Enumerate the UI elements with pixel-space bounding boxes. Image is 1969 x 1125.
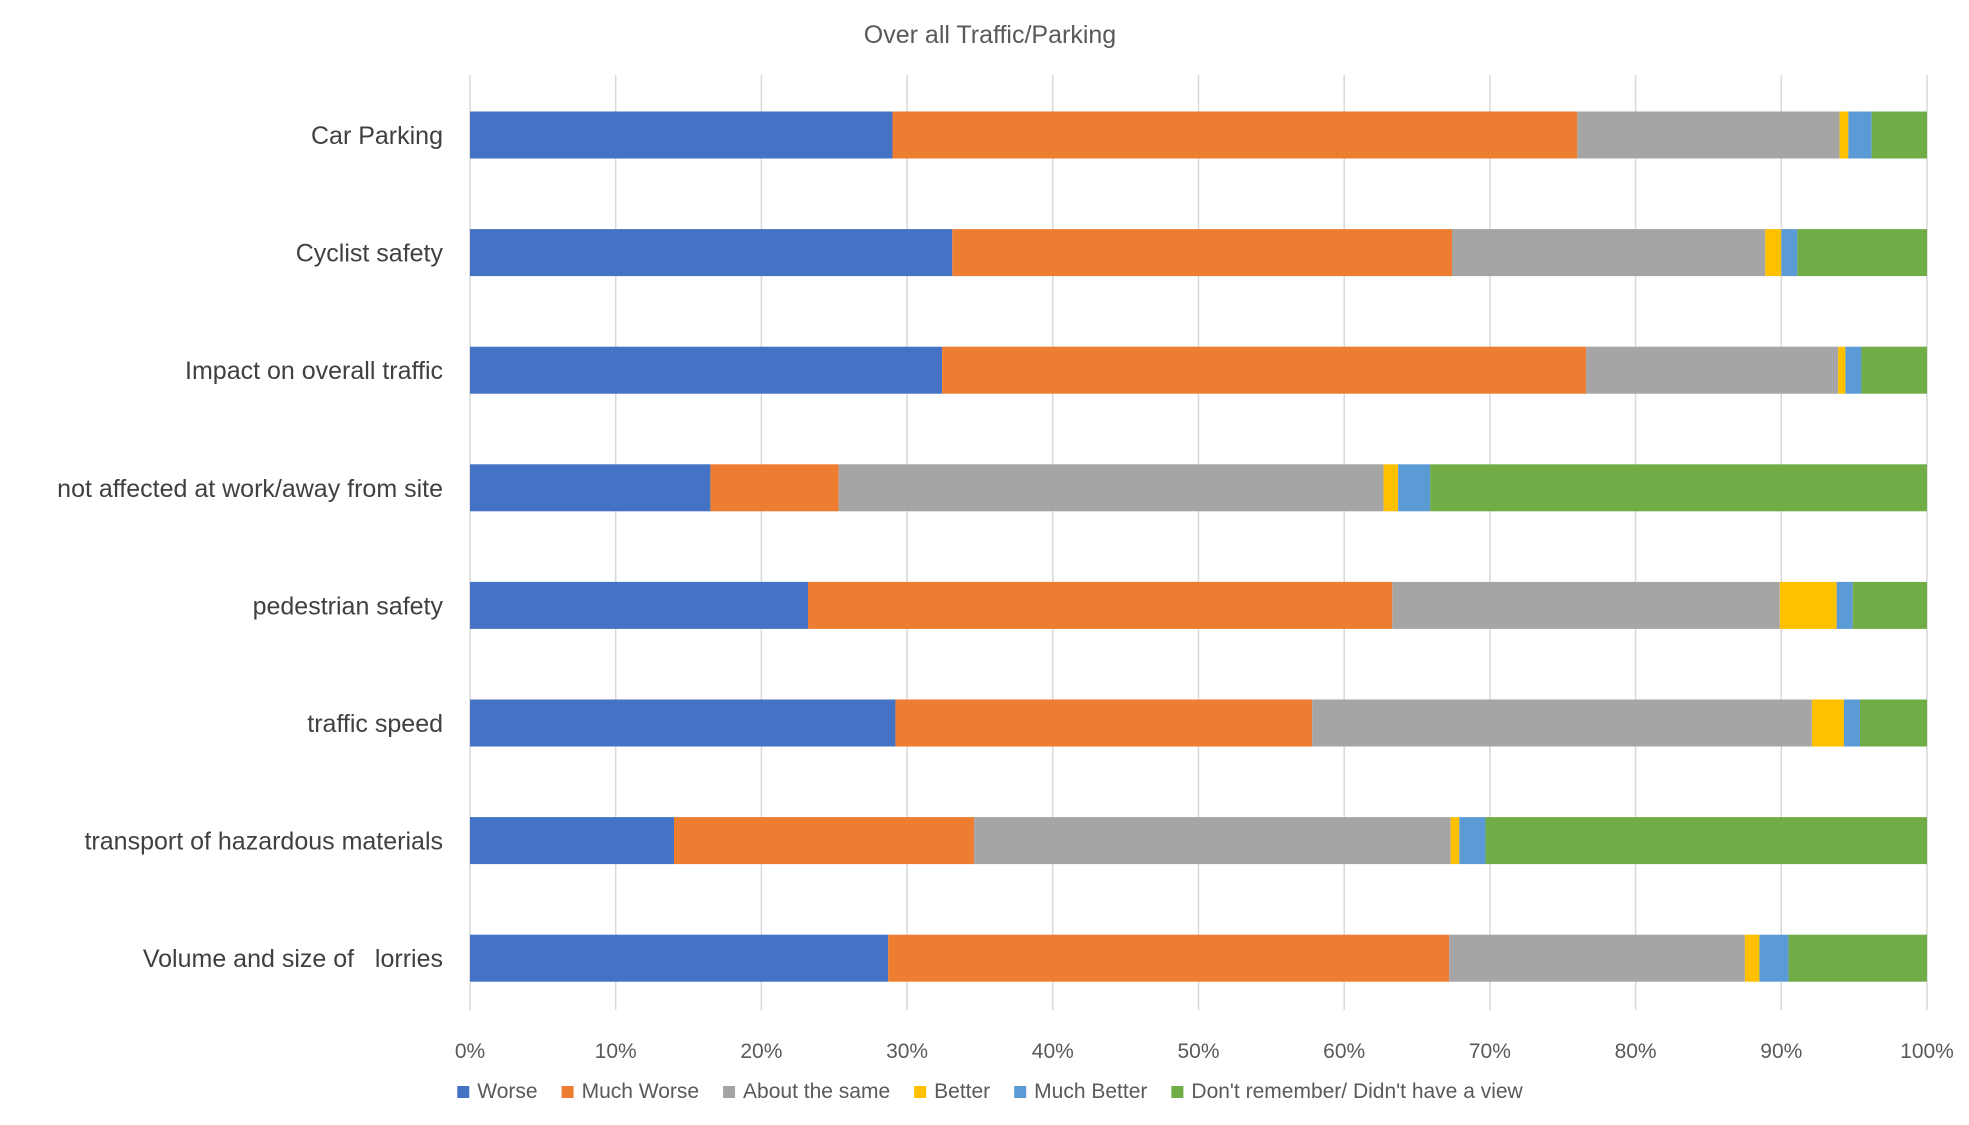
legend: Worse Much Worse About the same Better Much … — [457, 1080, 1524, 1103]
category-label: Cyclist safety — [296, 240, 444, 268]
bar-segment — [1744, 934, 1760, 982]
chart-title: Over all Traffic/Parking — [864, 21, 1116, 49]
bar-segment — [1845, 346, 1862, 394]
category-label: Volume and size of lorries — [143, 945, 443, 973]
category-label: traffic speed — [307, 710, 443, 738]
bar-segment — [888, 934, 1450, 982]
bar-segment — [1797, 229, 1927, 277]
bar-segment — [808, 581, 1393, 629]
category-label: pedestrian safety — [253, 592, 444, 620]
x-tick-label: 80% — [1615, 1040, 1657, 1063]
x-tick-label: 0% — [455, 1040, 485, 1063]
bar-segment — [1383, 464, 1399, 512]
bar-segment — [470, 817, 674, 865]
bar-segment — [1843, 699, 1860, 747]
legend-item: Worse — [457, 1080, 538, 1103]
x-tick-label: 30% — [886, 1040, 928, 1063]
legend-item: Much Better — [1014, 1080, 1147, 1103]
bar-segment — [1861, 346, 1927, 394]
legend-swatch — [914, 1086, 927, 1098]
x-axis-ticks: 0% 10% 20% 30% 40% 50% 60% 70% 80% 90% 100% — [455, 1040, 1954, 1063]
legend-label: Worse — [477, 1080, 537, 1103]
bar-segment — [1765, 229, 1782, 277]
bar-segment — [838, 464, 1384, 512]
bar-segment — [1449, 934, 1745, 982]
bar-segment — [1848, 111, 1872, 159]
bar-segment — [1836, 581, 1853, 629]
bar-segment — [942, 346, 1587, 394]
bar-segment — [470, 464, 711, 512]
bar-segment — [1450, 817, 1460, 865]
category-label: not affected at work/away from site — [57, 475, 443, 503]
bar-segment — [892, 111, 1578, 159]
bar-segment — [1788, 934, 1927, 982]
bar-segment — [710, 464, 839, 512]
bar-segment — [974, 817, 1451, 865]
bar-segment — [1779, 581, 1837, 629]
legend-label: Better — [934, 1080, 990, 1103]
bar-segment — [1452, 229, 1766, 277]
x-tick-label: 100% — [1900, 1040, 1954, 1063]
legend-label: About the same — [743, 1080, 890, 1103]
bar-segment — [1577, 111, 1840, 159]
bar-segment — [1392, 581, 1780, 629]
bar-segment — [470, 699, 896, 747]
bar-segment — [1459, 817, 1486, 865]
bar-segment — [1586, 346, 1839, 394]
bar-segment — [1852, 581, 1927, 629]
bar-segment — [673, 817, 975, 865]
bar-segment — [470, 934, 889, 982]
bar-segment — [470, 346, 943, 394]
gridlines — [469, 75, 1928, 1010]
bar-segment — [895, 699, 1313, 747]
x-tick-label: 70% — [1469, 1040, 1511, 1063]
bar-segment — [1838, 346, 1846, 394]
bar-segment — [1759, 934, 1789, 982]
x-tick-label: 10% — [595, 1040, 637, 1063]
legend-swatch — [723, 1086, 736, 1098]
legend-swatch — [561, 1086, 574, 1098]
bar-segment — [1781, 229, 1798, 277]
category-label: Impact on overall traffic — [185, 357, 443, 385]
bar-segment — [1398, 464, 1431, 512]
x-tick-label: 40% — [1032, 1040, 1074, 1063]
legend-item: Better — [914, 1080, 990, 1103]
legend-swatch — [1014, 1086, 1027, 1098]
bar-segment — [1839, 111, 1849, 159]
legend-item: Much Worse — [561, 1080, 699, 1103]
x-tick-label: 50% — [1177, 1040, 1219, 1063]
legend-swatch — [457, 1086, 470, 1098]
legend-label: Don't remember/ Didn't have a view — [1191, 1080, 1523, 1103]
bar-segment — [1871, 111, 1927, 159]
bar-segment — [1430, 464, 1927, 512]
legend-label: Much Worse — [582, 1080, 699, 1103]
bar-segment — [1485, 817, 1927, 865]
bar-segment — [470, 111, 893, 159]
bars — [470, 111, 1927, 982]
x-tick-label: 20% — [740, 1040, 782, 1063]
bar-segment — [470, 581, 809, 629]
legend-label: Much Better — [1034, 1080, 1147, 1103]
x-tick-label: 90% — [1760, 1040, 1802, 1063]
category-label: transport of hazardous materials — [84, 828, 443, 856]
bar-segment — [1859, 699, 1927, 747]
x-tick-label: 60% — [1323, 1040, 1365, 1063]
category-label: Car Parking — [311, 122, 443, 150]
legend-swatch — [1171, 1086, 1184, 1098]
bar-segment — [1811, 699, 1844, 747]
bar-segment — [470, 229, 953, 277]
legend-item: About the same — [723, 1080, 890, 1103]
legend-item: Don't remember/ Didn't have a view — [1171, 1080, 1524, 1103]
category-labels: Car Parking Cyclist safety Impact on overa… — [57, 122, 443, 973]
bar-segment — [1312, 699, 1812, 747]
bar-segment — [952, 229, 1453, 277]
